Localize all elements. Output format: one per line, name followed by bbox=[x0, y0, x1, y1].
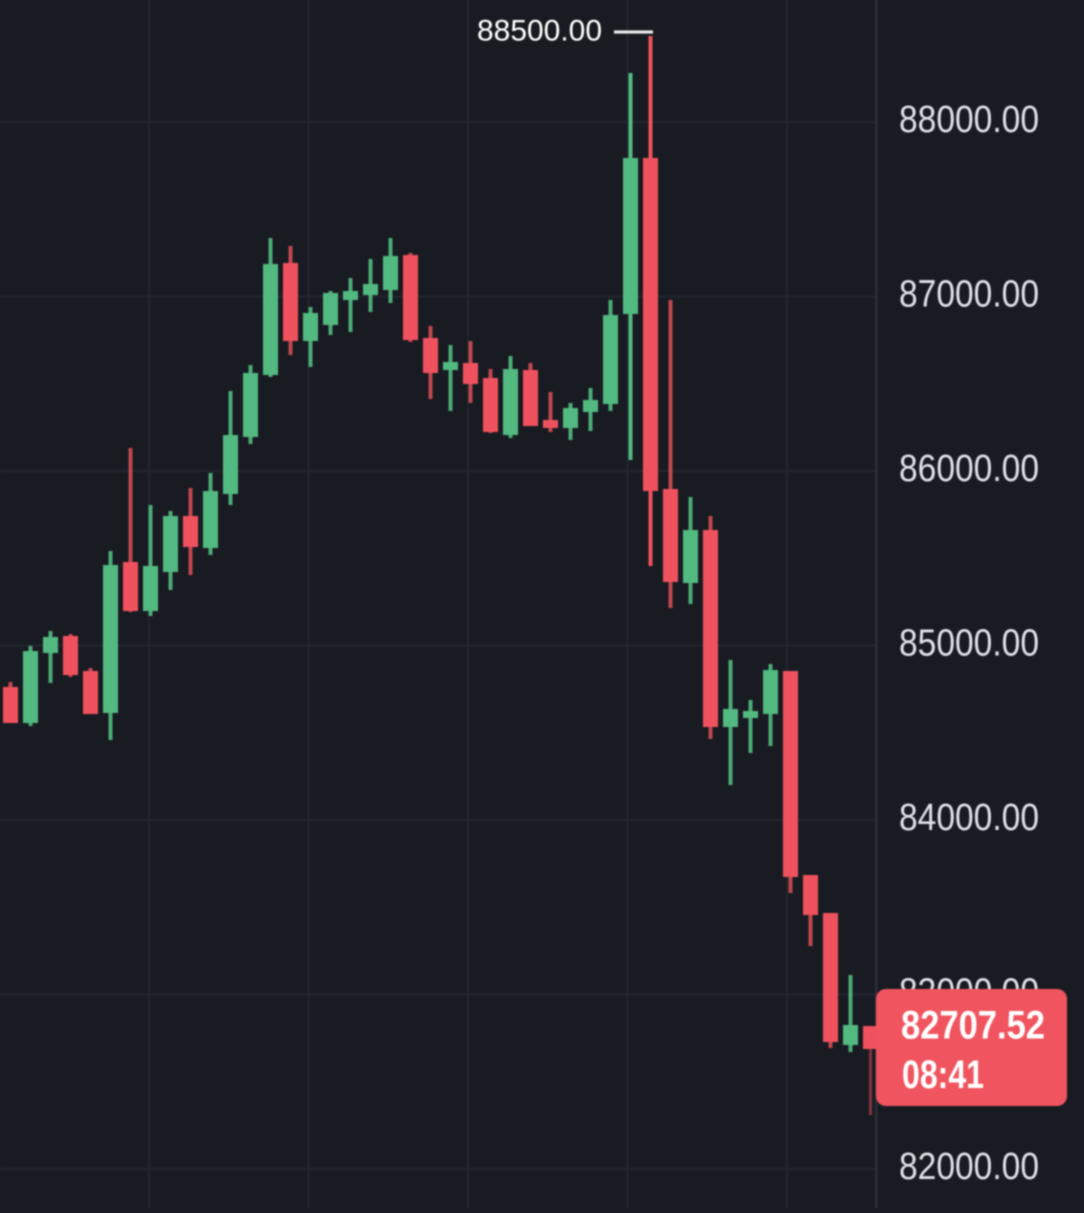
svg-text:84000.00: 84000.00 bbox=[899, 797, 1039, 839]
svg-text:08:41: 08:41 bbox=[902, 1053, 984, 1097]
svg-text:88500.00: 88500.00 bbox=[477, 15, 602, 48]
svg-text:82707.52: 82707.52 bbox=[901, 1004, 1045, 1048]
svg-text:88000.00: 88000.00 bbox=[899, 99, 1039, 141]
svg-text:87000.00: 87000.00 bbox=[899, 274, 1039, 316]
svg-text:82000.00: 82000.00 bbox=[899, 1146, 1039, 1188]
svg-text:85000.00: 85000.00 bbox=[899, 623, 1039, 665]
svg-text:86000.00: 86000.00 bbox=[899, 448, 1039, 490]
